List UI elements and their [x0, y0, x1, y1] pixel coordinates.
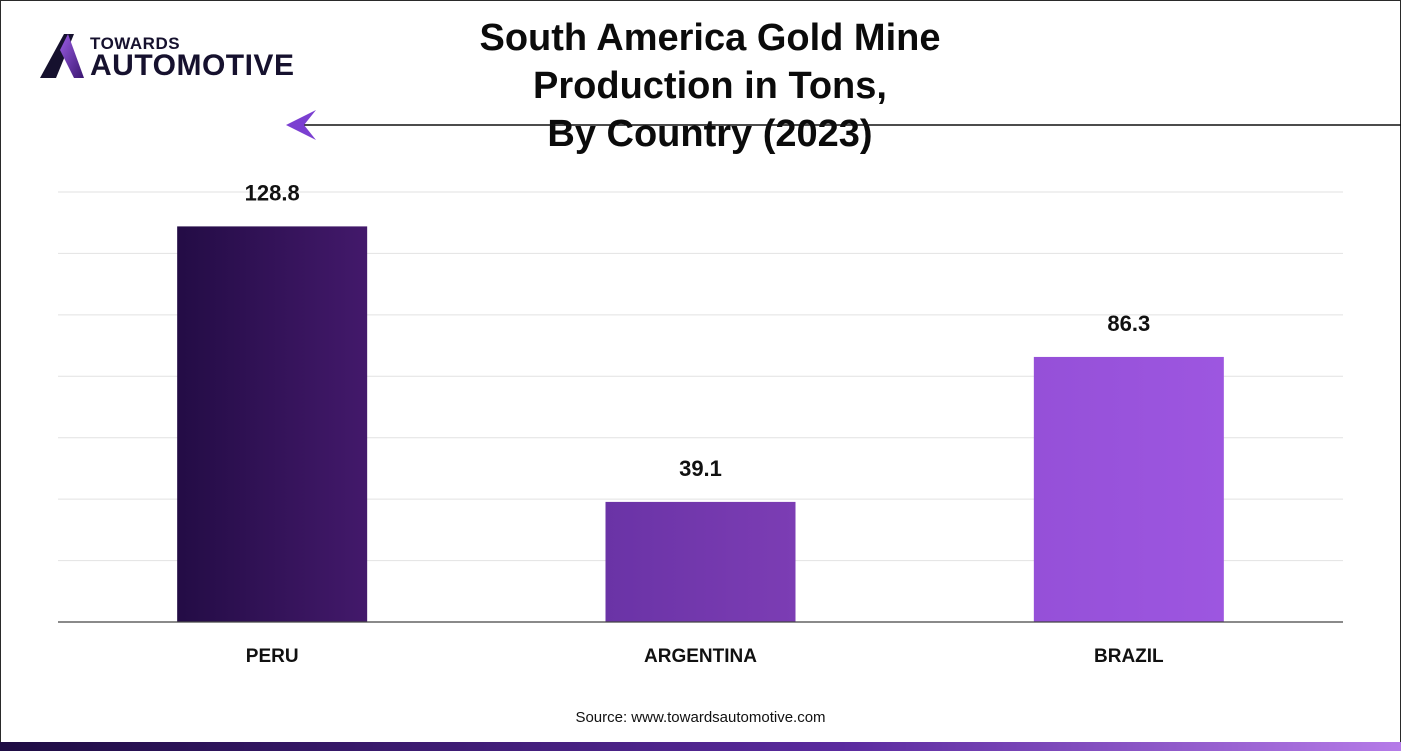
data-label-brazil: 86.3: [1107, 311, 1150, 336]
x-tick-label-brazil: BRAZIL: [1094, 646, 1164, 667]
x-tick-label-argentina: ARGENTINA: [644, 646, 757, 667]
brand-logo[interactable]: TOWARDS AUTOMOTIVE: [38, 32, 294, 84]
bottom-accent-bar: [0, 742, 1401, 751]
bar-argentina[interactable]: [605, 501, 796, 622]
labels: 128.8 PERU 39.1 ARGENTINA 86.3 BRAZIL: [245, 180, 1164, 667]
header-arrow-divider: [286, 110, 1401, 140]
chart-title-line-1: South America Gold Mine Production in To…: [479, 17, 941, 107]
bar-brazil[interactable]: [1033, 356, 1224, 622]
chart-title: South America Gold Mine Production in To…: [400, 14, 1020, 158]
arrow-left-icon: [286, 110, 316, 140]
data-label-peru: 128.8: [245, 180, 300, 205]
bars: [177, 226, 1224, 622]
logo-text-bottom: AUTOMOTIVE: [90, 49, 295, 82]
logo-text-top: TOWARDS: [90, 34, 181, 53]
source-note: Source: www.towardsautomotive.com: [575, 709, 826, 726]
logo-mark-icon: [40, 34, 84, 78]
bar-peru[interactable]: [177, 226, 368, 622]
x-tick-label-peru: PERU: [246, 646, 299, 667]
data-label-argentina: 39.1: [679, 456, 722, 481]
bar-chart: 128.8 PERU 39.1 ARGENTINA 86.3 BRAZIL: [58, 180, 1343, 667]
chart-title-line-2: By Country (2023): [547, 113, 873, 155]
